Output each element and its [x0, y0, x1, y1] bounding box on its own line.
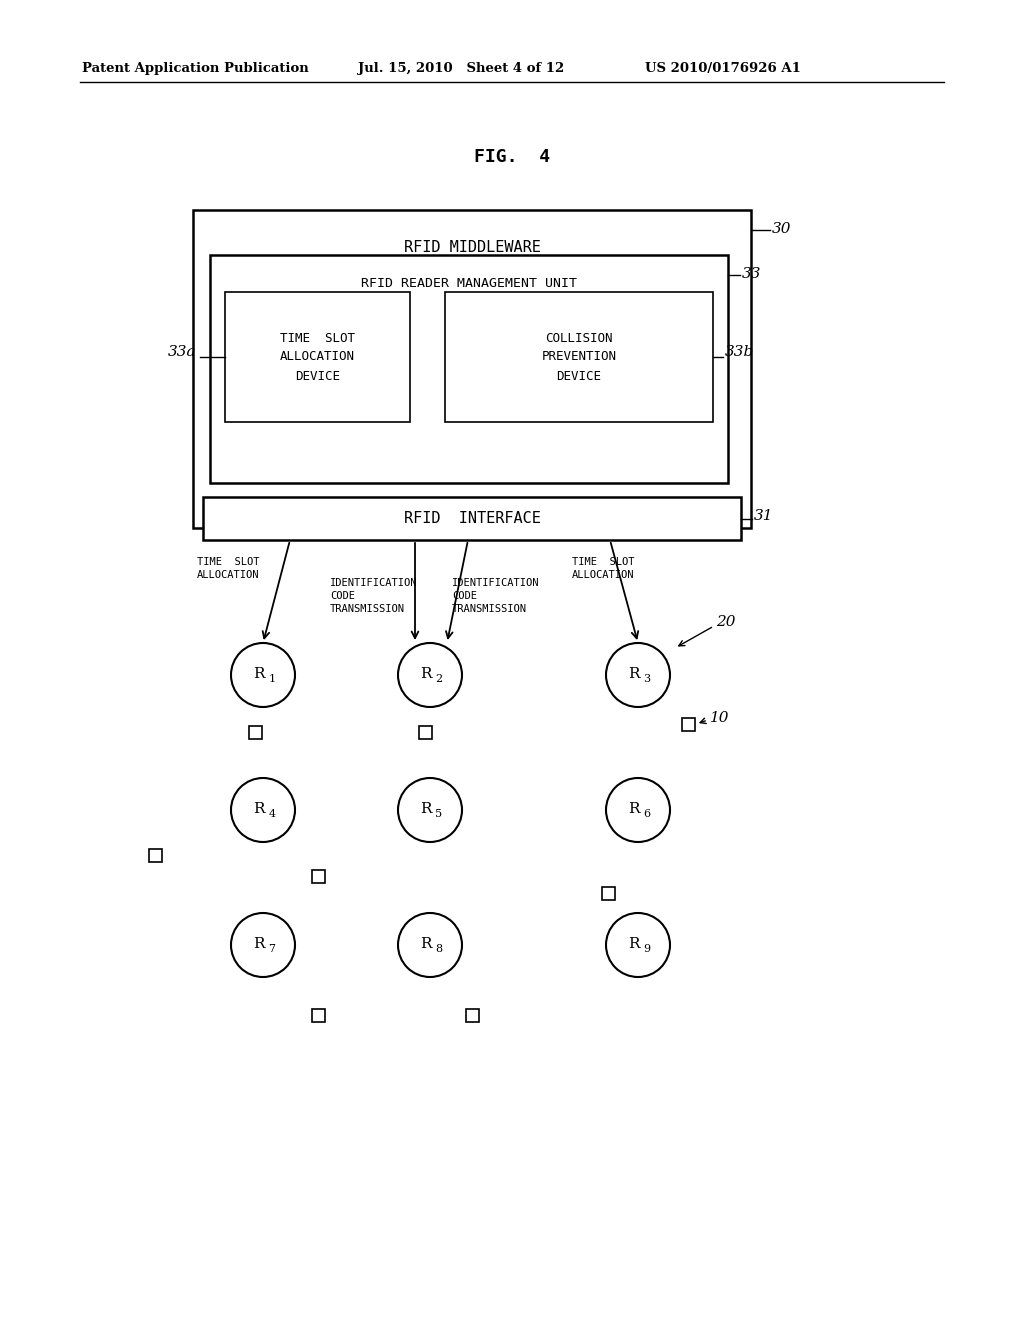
Bar [210, 255, 728, 483]
Text: 9: 9 [643, 944, 650, 954]
Bar [682, 718, 694, 730]
Bar [225, 292, 410, 422]
Text: 30: 30 [772, 222, 792, 236]
Text: 20: 20 [716, 615, 735, 630]
Bar [193, 210, 751, 528]
Bar [445, 292, 713, 422]
Bar [311, 870, 325, 883]
Text: 31: 31 [754, 510, 773, 523]
Bar [466, 1008, 478, 1022]
Text: R: R [253, 803, 265, 816]
Bar [601, 887, 614, 899]
Text: 1: 1 [268, 675, 275, 684]
Text: R: R [253, 937, 265, 950]
Circle shape [231, 913, 295, 977]
Text: IDENTIFICATION
CODE
TRANSMISSION: IDENTIFICATION CODE TRANSMISSION [330, 578, 418, 614]
Bar [311, 1008, 325, 1022]
Text: FIG.  4: FIG. 4 [474, 148, 550, 166]
Text: R: R [420, 937, 432, 950]
Text: 6: 6 [643, 809, 650, 818]
Text: R: R [253, 667, 265, 681]
Text: 10: 10 [710, 711, 729, 725]
Text: 33: 33 [742, 267, 762, 281]
Bar [203, 498, 741, 540]
Text: 4: 4 [268, 809, 275, 818]
Text: 3: 3 [643, 675, 650, 684]
Text: Patent Application Publication: Patent Application Publication [82, 62, 309, 75]
Text: TIME  SLOT
ALLOCATION: TIME SLOT ALLOCATION [197, 557, 259, 581]
Circle shape [606, 777, 670, 842]
Text: TIME  SLOT
ALLOCATION
DEVICE: TIME SLOT ALLOCATION DEVICE [280, 331, 355, 383]
Circle shape [606, 643, 670, 708]
Circle shape [231, 643, 295, 708]
Text: RFID READER MANAGEMENT UNIT: RFID READER MANAGEMENT UNIT [361, 277, 577, 290]
Text: 2: 2 [435, 675, 442, 684]
Text: R: R [420, 667, 432, 681]
Text: 5: 5 [435, 809, 442, 818]
Text: 33a: 33a [168, 345, 197, 359]
Text: R: R [629, 937, 640, 950]
Bar [419, 726, 431, 738]
Circle shape [398, 777, 462, 842]
Text: Jul. 15, 2010   Sheet 4 of 12: Jul. 15, 2010 Sheet 4 of 12 [358, 62, 564, 75]
Text: R: R [629, 803, 640, 816]
Text: 8: 8 [435, 944, 442, 954]
Text: RFID MIDDLEWARE: RFID MIDDLEWARE [403, 240, 541, 255]
Text: 7: 7 [268, 944, 275, 954]
Circle shape [398, 643, 462, 708]
Bar [148, 849, 162, 862]
Text: IDENTIFICATION
CODE
TRANSMISSION: IDENTIFICATION CODE TRANSMISSION [452, 578, 540, 614]
Text: R: R [629, 667, 640, 681]
Circle shape [606, 913, 670, 977]
Text: US 2010/0176926 A1: US 2010/0176926 A1 [645, 62, 801, 75]
Text: COLLISION
PREVENTION
DEVICE: COLLISION PREVENTION DEVICE [542, 331, 616, 383]
Text: TIME  SLOT
ALLOCATION: TIME SLOT ALLOCATION [572, 557, 635, 581]
Circle shape [231, 777, 295, 842]
Text: 33b: 33b [725, 345, 755, 359]
Circle shape [398, 913, 462, 977]
Text: RFID  INTERFACE: RFID INTERFACE [403, 511, 541, 525]
Bar [249, 726, 261, 738]
Text: R: R [420, 803, 432, 816]
